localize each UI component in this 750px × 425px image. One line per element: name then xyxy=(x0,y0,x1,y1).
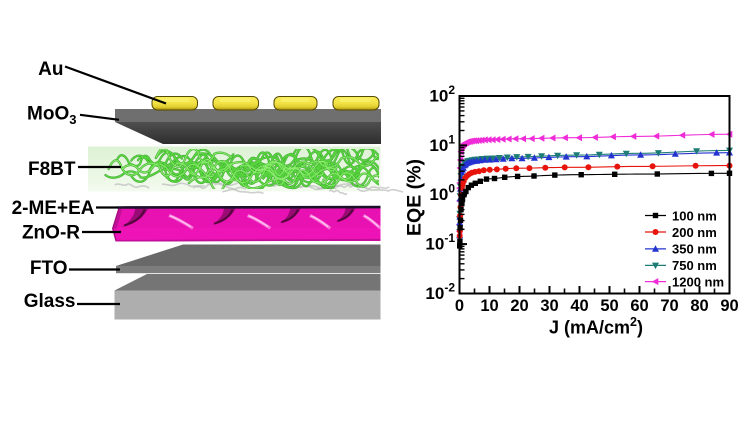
svg-text:J (mA/cm2): J (mA/cm2) xyxy=(549,315,643,338)
svg-text:80: 80 xyxy=(690,297,708,315)
svg-text:70: 70 xyxy=(660,297,678,315)
svg-text:750 nm: 750 nm xyxy=(672,258,717,273)
svg-text:200 nm: 200 nm xyxy=(672,225,717,240)
svg-text:1200 nm: 1200 nm xyxy=(672,274,724,289)
svg-text:30: 30 xyxy=(540,297,558,315)
svg-text:FTO: FTO xyxy=(30,258,68,279)
svg-text:Au: Au xyxy=(38,59,63,80)
svg-text:90: 90 xyxy=(720,297,738,315)
svg-text:100 nm: 100 nm xyxy=(672,208,717,223)
svg-text:350 nm: 350 nm xyxy=(672,242,717,257)
svg-text:50: 50 xyxy=(600,297,618,315)
svg-text:10: 10 xyxy=(480,297,498,315)
svg-text:Glass: Glass xyxy=(24,291,76,312)
svg-text:F8BT: F8BT xyxy=(28,159,76,180)
svg-text:ZnO-R: ZnO-R xyxy=(22,223,80,244)
svg-text:MoO3: MoO3 xyxy=(27,104,76,128)
svg-text:60: 60 xyxy=(630,297,648,315)
svg-text:2-ME+EA: 2-ME+EA xyxy=(12,198,95,219)
svg-text:EQE (%): EQE (%) xyxy=(404,159,426,236)
svg-text:0: 0 xyxy=(455,297,464,315)
svg-text:40: 40 xyxy=(570,297,588,315)
svg-text:20: 20 xyxy=(510,297,528,315)
